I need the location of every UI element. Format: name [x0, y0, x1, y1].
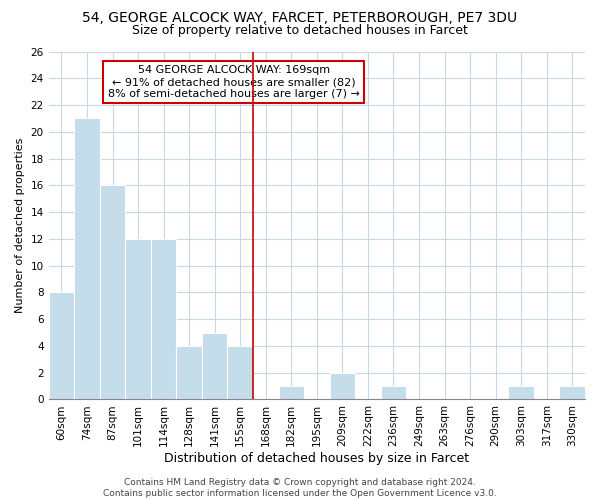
Bar — [278, 386, 304, 400]
Bar — [125, 239, 151, 400]
Text: Size of property relative to detached houses in Farcet: Size of property relative to detached ho… — [132, 24, 468, 37]
Bar — [508, 386, 534, 400]
Bar — [202, 332, 227, 400]
Bar — [559, 386, 585, 400]
Bar — [49, 292, 74, 400]
Text: 54 GEORGE ALCOCK WAY: 169sqm
← 91% of detached houses are smaller (82)
8% of sem: 54 GEORGE ALCOCK WAY: 169sqm ← 91% of de… — [108, 66, 359, 98]
Bar — [329, 372, 355, 400]
Bar — [227, 346, 253, 400]
Text: Contains HM Land Registry data © Crown copyright and database right 2024.
Contai: Contains HM Land Registry data © Crown c… — [103, 478, 497, 498]
Bar — [380, 386, 406, 400]
Bar — [100, 186, 125, 400]
Text: 54, GEORGE ALCOCK WAY, FARCET, PETERBOROUGH, PE7 3DU: 54, GEORGE ALCOCK WAY, FARCET, PETERBORO… — [82, 11, 518, 25]
Bar — [176, 346, 202, 400]
Bar — [74, 118, 100, 400]
Y-axis label: Number of detached properties: Number of detached properties — [15, 138, 25, 313]
X-axis label: Distribution of detached houses by size in Farcet: Distribution of detached houses by size … — [164, 452, 469, 465]
Bar — [151, 239, 176, 400]
